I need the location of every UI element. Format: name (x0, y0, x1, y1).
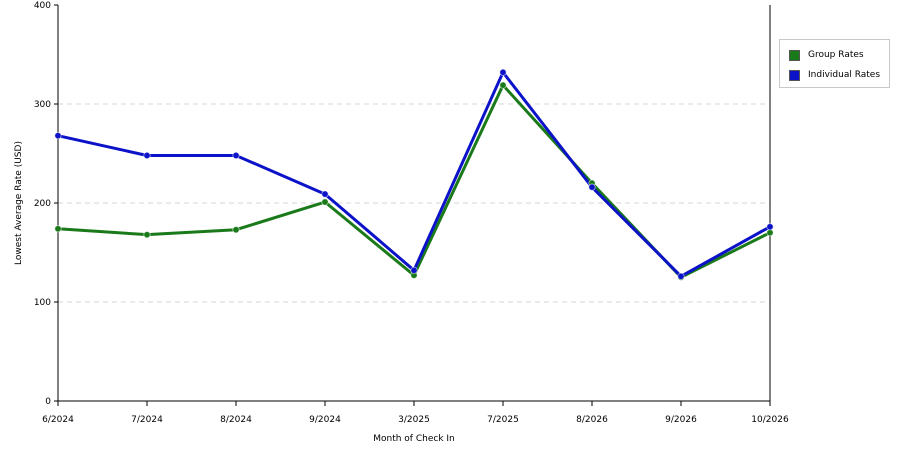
data-point-individual-rates (588, 183, 596, 191)
legend-label-individual-rates: Individual Rates (808, 70, 881, 80)
x-tick-label: 7/2025 (487, 415, 519, 425)
legend-item-group-rates: Group Rates (789, 48, 864, 62)
x-tick-label: 9/2024 (309, 415, 341, 425)
y-tick-label: 0 (45, 397, 51, 407)
series-lines (54, 68, 774, 281)
data-point-individual-rates (143, 151, 151, 160)
data-point-group-rates (499, 81, 507, 89)
series-line-individual-rates (57, 70, 771, 278)
x-tick-label: 3/2025 (398, 415, 430, 425)
x-tick-label: 7/2024 (131, 415, 163, 425)
legend-swatch-group-rates (789, 49, 800, 61)
x-tick-label: 8/2026 (576, 415, 608, 425)
data-point-group-rates (143, 231, 151, 239)
x-axis-title: Month of Check In (373, 434, 455, 444)
y-tick-labels: 0 100 200 300 400 (34, 1, 58, 407)
y-tick-label: 400 (34, 1, 51, 11)
data-point-individual-rates (321, 190, 329, 198)
y-tick-label: 300 (34, 100, 51, 110)
data-point-individual-rates (766, 223, 774, 231)
legend-swatch-individual-rates (789, 69, 800, 81)
legend-label-group-rates: Group Rates (808, 50, 864, 60)
legend-item-individual-rates: Individual Rates (789, 68, 880, 82)
data-point-group-rates (321, 198, 329, 206)
data-point-group-rates (232, 226, 240, 234)
grid-lines (58, 103, 770, 303)
series-line-group-rates (57, 83, 771, 279)
x-tick-label: 9/2026 (665, 415, 697, 425)
x-tick-label: 6/2024 (42, 415, 74, 425)
y-tick-label: 100 (34, 298, 51, 308)
data-point-individual-rates (499, 68, 507, 76)
data-point-individual-rates (232, 151, 240, 160)
data-point-individual-rates (677, 272, 685, 280)
x-tick-labels: 6/2024 7/2024 8/2024 9/2024 3/2025 7/2025 8/20… (42, 401, 789, 425)
data-point-group-rates (766, 229, 774, 237)
x-tick-label: 8/2024 (220, 415, 252, 425)
data-point-individual-rates (54, 132, 62, 140)
y-tick-label: 200 (34, 199, 51, 209)
y-axis-title: Lowest Average Rate (USD) (14, 141, 24, 265)
data-point-individual-rates (410, 266, 418, 274)
x-tick-label: 10/2026 (751, 415, 789, 425)
chart-legend: Group Rates Individual Rates (779, 39, 890, 88)
data-point-group-rates (54, 225, 62, 233)
